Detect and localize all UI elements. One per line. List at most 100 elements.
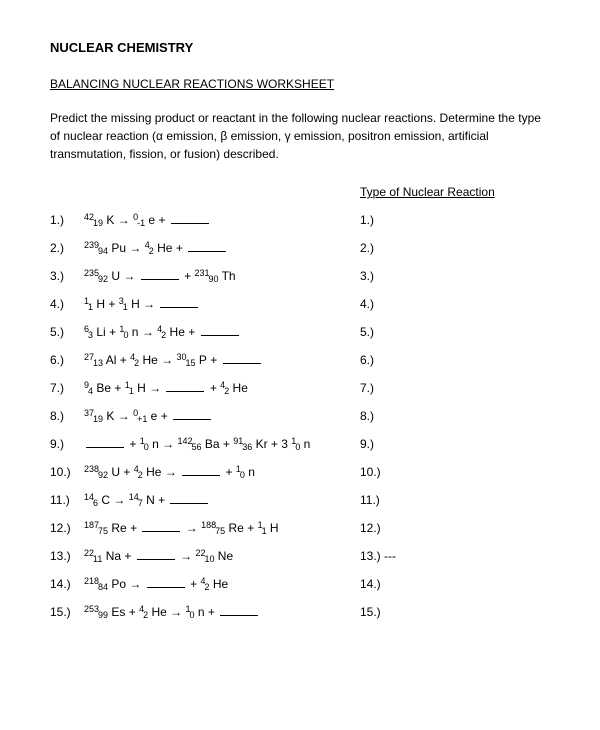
instructions: Predict the missing product or reactant … xyxy=(50,109,550,163)
answer-blank[interactable] xyxy=(171,214,209,224)
arrow-icon: → xyxy=(129,577,141,591)
type-answer-slot: 8.) xyxy=(360,409,374,423)
problem-number: 4.) xyxy=(50,297,84,311)
problem-row: 6.)2713 Al + 42 He → 3015 P + 6.) xyxy=(50,353,550,367)
answer-blank[interactable] xyxy=(166,382,204,392)
answer-blank[interactable] xyxy=(86,438,124,448)
answer-blank[interactable] xyxy=(223,354,261,364)
arrow-icon: → xyxy=(113,493,125,507)
answer-blank[interactable] xyxy=(141,270,179,280)
problem-row: 2.)23994 Pu → 42 He + 2.) xyxy=(50,241,550,255)
problem-number: 5.) xyxy=(50,325,84,339)
plus-sign: + xyxy=(210,381,217,395)
plus-sign: + xyxy=(129,437,136,451)
problem-number: 13.) xyxy=(50,549,84,563)
answer-blank[interactable] xyxy=(182,466,220,476)
plus-sign: + xyxy=(124,549,131,563)
plus-sign: + xyxy=(123,465,130,479)
plus-sign: + xyxy=(109,325,116,339)
type-answer-slot: 1.) xyxy=(360,213,374,227)
equation: 3719 K → 0+1 e + xyxy=(84,409,360,423)
isotope: 10 n xyxy=(236,465,255,479)
problem-row: 8.)3719 K → 0+1 e + 8.) xyxy=(50,409,550,423)
plus-sign: + xyxy=(114,381,121,395)
plus-sign: + xyxy=(247,521,254,535)
equation: 23892 U + 42 He → + 10 n xyxy=(84,465,360,479)
isotope: 23190 Th xyxy=(194,269,235,283)
arrow-icon: → xyxy=(118,409,130,423)
isotope: 3719 K xyxy=(84,409,114,423)
arrow-icon: → xyxy=(165,465,177,479)
isotope: 23892 U xyxy=(84,465,120,479)
type-answer-slot: 10.) xyxy=(360,465,381,479)
type-answer-slot: 6.) xyxy=(360,353,374,367)
type-answer-slot: 14.) xyxy=(360,577,381,591)
plus-sign: + xyxy=(188,325,195,339)
problem-number: 9.) xyxy=(50,437,84,451)
equation: + 10 n → 14256 Ba + 9136 Kr + 3 10 n xyxy=(84,437,360,451)
answer-blank[interactable] xyxy=(220,606,258,616)
type-column-header: Type of Nuclear Reaction xyxy=(360,185,550,199)
isotope: 10 n xyxy=(291,437,310,451)
isotope: 21884 Po xyxy=(84,577,126,591)
problem-number: 15.) xyxy=(50,605,84,619)
plus-sign: + xyxy=(161,409,168,423)
isotope: 147 N xyxy=(129,493,155,507)
type-answer-slot: 15.) xyxy=(360,605,381,619)
equation: 2713 Al + 42 He → 3015 P + xyxy=(84,353,360,367)
isotope: 18775 Re xyxy=(84,521,127,535)
problem-row: 1.)4219 K → 0-1 e + 1.) xyxy=(50,213,550,227)
answer-blank[interactable] xyxy=(137,550,175,560)
arrow-icon: → xyxy=(161,353,173,367)
type-answer-slot: 2.) xyxy=(360,241,374,255)
answer-blank[interactable] xyxy=(173,410,211,420)
arrow-icon: → xyxy=(143,297,155,311)
arrow-icon: → xyxy=(186,521,198,535)
isotope: 0+1 e xyxy=(133,409,157,423)
isotope: 18875 Re xyxy=(201,521,244,535)
isotope: 23592 U xyxy=(84,269,120,283)
isotope: 14256 Ba xyxy=(177,437,219,451)
problem-number: 10.) xyxy=(50,465,84,479)
plus-sign: + xyxy=(158,493,165,507)
arrow-icon: → xyxy=(118,213,130,227)
plus-sign: + xyxy=(190,577,197,591)
arrow-icon: → xyxy=(180,549,192,563)
equation: 4219 K → 0-1 e + xyxy=(84,213,360,227)
problem-row: 7.)94 Be + 11 H → + 42 He7.) xyxy=(50,381,550,395)
problem-row: 13.)2211 Na + → 2210 Ne13.) --- xyxy=(50,549,550,563)
problem-row: 4.)11 H + 31 H → 4.) xyxy=(50,297,550,311)
isotope: 42 He xyxy=(220,381,248,395)
isotope: 94 Be xyxy=(84,381,111,395)
isotope: 11 H xyxy=(258,521,279,535)
problem-number: 3.) xyxy=(50,269,84,283)
plus-sign: + xyxy=(108,297,115,311)
type-answer-slot: 13.) --- xyxy=(360,549,396,563)
arrow-icon: → xyxy=(123,269,135,283)
type-answer-slot: 5.) xyxy=(360,325,374,339)
isotope: 42 He xyxy=(139,605,167,619)
plus-sign: + xyxy=(130,521,137,535)
isotope: 42 He xyxy=(145,241,173,255)
answer-blank[interactable] xyxy=(160,298,198,308)
type-answer-slot: 4.) xyxy=(360,297,374,311)
isotope: 23994 Pu xyxy=(84,241,126,255)
answer-blank[interactable] xyxy=(147,578,185,588)
problem-row: 12.)18775 Re + → 18875 Re + 11 H12.) xyxy=(50,521,550,535)
arrow-icon: → xyxy=(149,381,161,395)
isotope: 2713 Al xyxy=(84,353,116,367)
isotope: 10 n xyxy=(119,325,138,339)
answer-blank[interactable] xyxy=(201,326,239,336)
isotope: 4219 K xyxy=(84,213,114,227)
answer-blank[interactable] xyxy=(188,242,226,252)
answer-blank[interactable] xyxy=(142,522,180,532)
arrow-icon: → xyxy=(162,437,174,451)
equation: 146 C → 147 N + xyxy=(84,493,360,507)
isotope: 42 He xyxy=(200,577,228,591)
arrow-icon: → xyxy=(129,241,141,255)
equation: 25399 Es + 42 He → 10 n + xyxy=(84,605,360,619)
plus-sign: + xyxy=(208,605,215,619)
answer-blank[interactable] xyxy=(170,494,208,504)
plus-sign: + xyxy=(120,353,127,367)
problem-number: 6.) xyxy=(50,353,84,367)
